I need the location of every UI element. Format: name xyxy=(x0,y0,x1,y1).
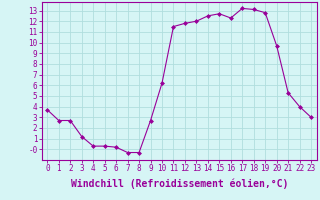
X-axis label: Windchill (Refroidissement éolien,°C): Windchill (Refroidissement éolien,°C) xyxy=(70,179,288,189)
